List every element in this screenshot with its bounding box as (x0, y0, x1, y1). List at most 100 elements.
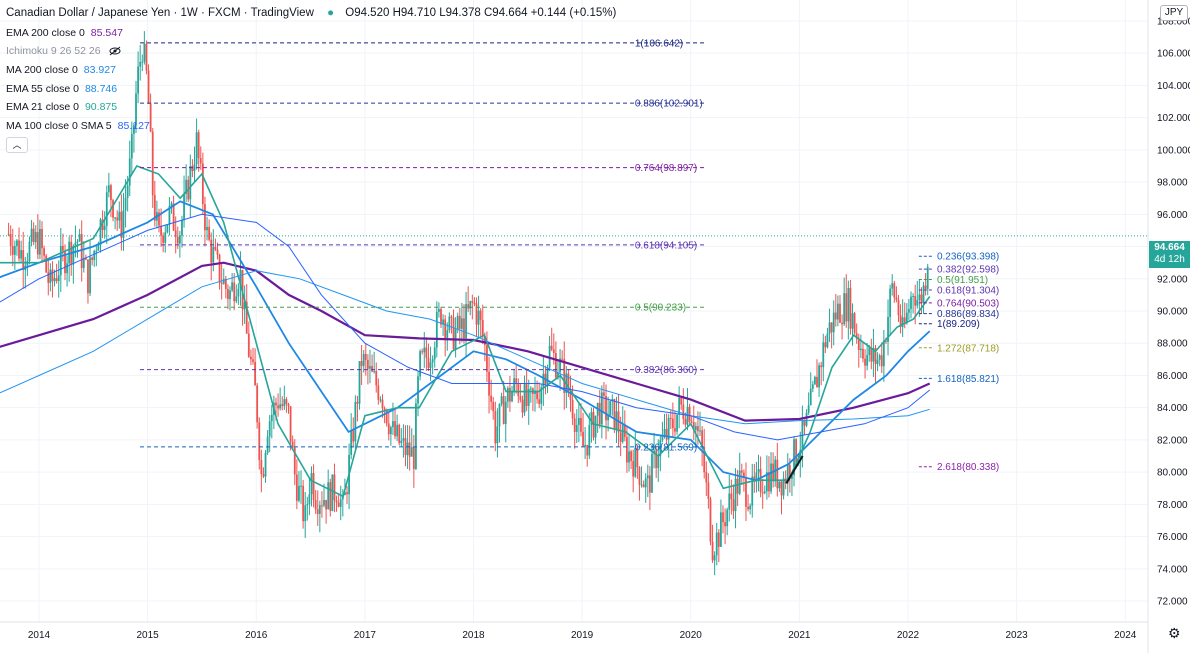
fib-retracement-label: 0.886(102.901) (635, 99, 703, 110)
fib-retracement-label: 0.618(94.105) (635, 240, 697, 251)
candle-body (89, 257, 91, 294)
candle-body (492, 401, 495, 412)
candle-body (128, 158, 131, 186)
candle-body (584, 444, 587, 447)
candle-body (638, 467, 641, 485)
candle-body (726, 509, 729, 527)
candle-body (11, 245, 14, 255)
eye-slash-icon[interactable] (109, 45, 121, 57)
candle-body (352, 430, 355, 442)
indicator-ma100[interactable]: MA 100 close 0 SMA 5 85.127 (6, 120, 150, 132)
candle-body (335, 500, 338, 503)
candle-body (298, 485, 300, 501)
chevron-up-icon: ︿ (12, 140, 22, 150)
candle-body (588, 425, 591, 456)
candle-body (147, 70, 150, 104)
candle-body (189, 165, 192, 200)
candle-body (684, 419, 687, 425)
candle-body (678, 397, 681, 415)
ohlc-values: O94.520 H94.710 L94.378 C94.664 +0.144 (… (345, 7, 617, 19)
candle-body (903, 317, 906, 323)
candle-body (178, 235, 181, 244)
candle-body (101, 219, 104, 231)
fib-extension-label: 0.382(92.598) (937, 265, 999, 276)
indicator-ema55[interactable]: EMA 55 close 0 88.746 (6, 83, 117, 95)
candle-body (325, 499, 328, 510)
candle-body (674, 428, 676, 432)
candle-body (59, 245, 62, 276)
market-status-icon: ● (327, 7, 335, 19)
candle-body (870, 347, 873, 362)
candle-body (509, 387, 511, 402)
gear-icon[interactable]: ⚙ (1168, 625, 1181, 641)
candle-body (176, 236, 179, 244)
candle-body (275, 402, 277, 406)
currency-button[interactable]: JPY (1160, 5, 1188, 21)
indicator-ema21[interactable]: EMA 21 close 0 90.875 (6, 101, 117, 113)
candle-body (849, 288, 852, 329)
candle-body (36, 232, 39, 255)
candle-body (469, 301, 472, 309)
candle-body (872, 348, 875, 362)
indicator-value: 83.927 (83, 64, 116, 76)
candle-body (356, 401, 359, 404)
candle-body (878, 355, 881, 360)
indicator-ema200[interactable]: EMA 200 close 0 85.547 (6, 27, 123, 39)
candle-body (795, 439, 798, 463)
candle-body (697, 426, 699, 432)
candle-body (287, 404, 290, 407)
candle-body (392, 421, 394, 428)
candle-body (594, 415, 597, 438)
candle-body (57, 275, 60, 282)
candle-body (732, 499, 735, 512)
candle-body (893, 283, 896, 298)
price-tick-label: 100.000 (1157, 145, 1190, 156)
candle-body (381, 399, 384, 409)
candle-body (571, 400, 574, 419)
candle-body (730, 493, 733, 500)
fib-extension-label: 0.764(90.503) (937, 298, 999, 309)
candle-body (354, 401, 357, 442)
candle-body (916, 300, 919, 306)
candle-body (321, 505, 323, 507)
candle-body (857, 338, 860, 351)
bar-countdown: 4d 12h (1154, 254, 1185, 265)
candle-body (918, 294, 921, 301)
candle-body (899, 315, 902, 328)
candle-body (231, 282, 234, 291)
candle-body (843, 293, 846, 325)
candle-body (285, 399, 288, 405)
indicator-ma200[interactable]: MA 200 close 0 83.927 (6, 64, 116, 76)
candle-body (590, 412, 593, 426)
candle-body (258, 422, 261, 460)
candle-body (250, 356, 252, 360)
candle-body (30, 228, 33, 242)
candle-body (776, 459, 779, 489)
candle-body (745, 477, 747, 507)
candle-body (818, 365, 820, 388)
candle-body (425, 347, 428, 358)
candle-body (191, 165, 194, 171)
candle-body (28, 241, 31, 261)
candle-body (479, 310, 482, 321)
candle-body (669, 417, 672, 419)
candle-body (826, 333, 829, 348)
candle-body (47, 272, 50, 283)
candle-body (490, 395, 493, 402)
candle-body (435, 311, 438, 348)
candle-body (481, 320, 484, 336)
candle-body (350, 430, 353, 455)
candle-body (694, 426, 697, 430)
candle-body (97, 244, 100, 251)
collapse-legend-button[interactable]: ︿ (6, 137, 28, 153)
candle-body (855, 333, 858, 339)
candle-body (529, 388, 532, 390)
indicator-value: 88.746 (84, 83, 118, 95)
candle-body (626, 437, 628, 463)
candle-body (788, 464, 791, 479)
candle-body (552, 349, 555, 354)
candle-body (920, 294, 923, 304)
candle-body (126, 185, 129, 198)
indicator-ichimoku[interactable]: Ichimoku 9 26 52 26 (6, 45, 121, 57)
